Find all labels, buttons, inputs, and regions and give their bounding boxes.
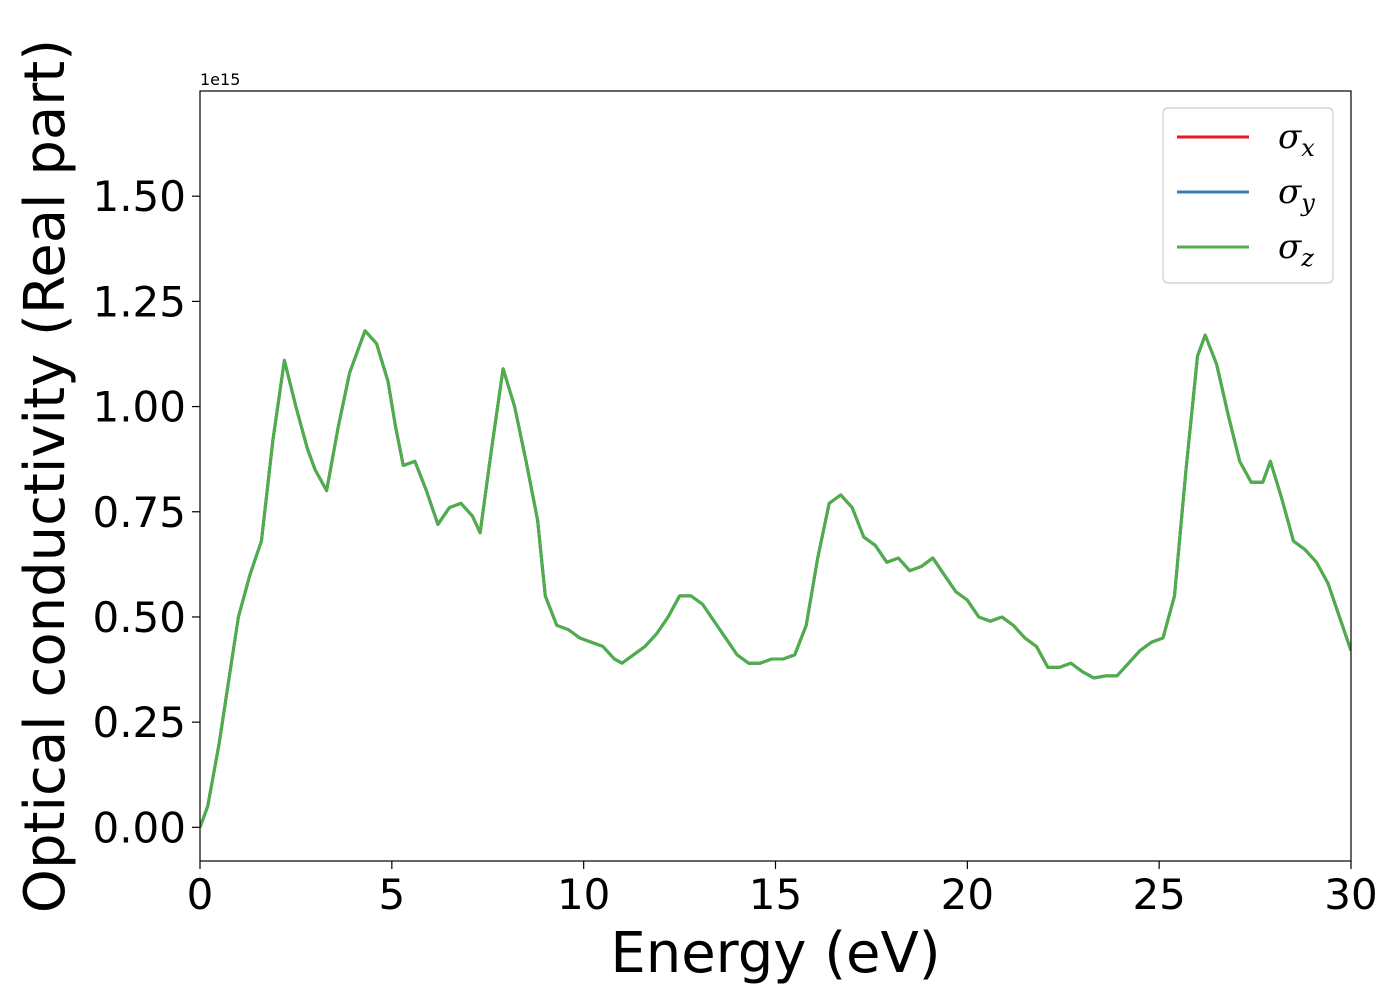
legend: σx σy σz (1162, 107, 1334, 284)
legend-label-sigma-z: σz (1278, 227, 1314, 272)
y-tick-label: 1.00 (92, 383, 186, 432)
x-axis-label: Energy (eV) (610, 921, 940, 986)
x-axis: 0 5 10 15 20 25 30 (187, 861, 1378, 919)
y-tick-label: 1.50 (92, 172, 186, 221)
series-line-sigma-y (200, 329, 1351, 828)
legend-box (1162, 107, 1334, 284)
y-axis: 0.00 0.25 0.50 0.75 1.00 1.25 1.50 (92, 172, 200, 852)
y-tick-label: 0.00 (92, 803, 186, 852)
legend-label-sigma-x: σx (1278, 117, 1315, 162)
y-tick-label: 1.25 (92, 277, 186, 326)
y-tick-label: 0.50 (92, 593, 186, 642)
x-tick-label: 0 (187, 870, 214, 919)
x-tick-label: 30 (1324, 870, 1377, 919)
x-tick-label: 15 (749, 870, 802, 919)
x-tick-label: 5 (378, 870, 405, 919)
y-axis-label: Optical conductivity (Real part) (13, 39, 78, 913)
legend-label-sigma-y: σy (1278, 172, 1315, 217)
x-tick-label: 10 (557, 870, 610, 919)
y-tick-label: 0.75 (92, 488, 186, 537)
series-line-sigma-z (200, 329, 1351, 828)
x-tick-label: 20 (941, 870, 994, 919)
x-tick-label: 25 (1132, 870, 1185, 919)
y-tick-label: 0.25 (92, 698, 186, 747)
y-axis-offset-label: 1e15 (200, 70, 240, 89)
series-line-sigma-x (200, 329, 1351, 828)
